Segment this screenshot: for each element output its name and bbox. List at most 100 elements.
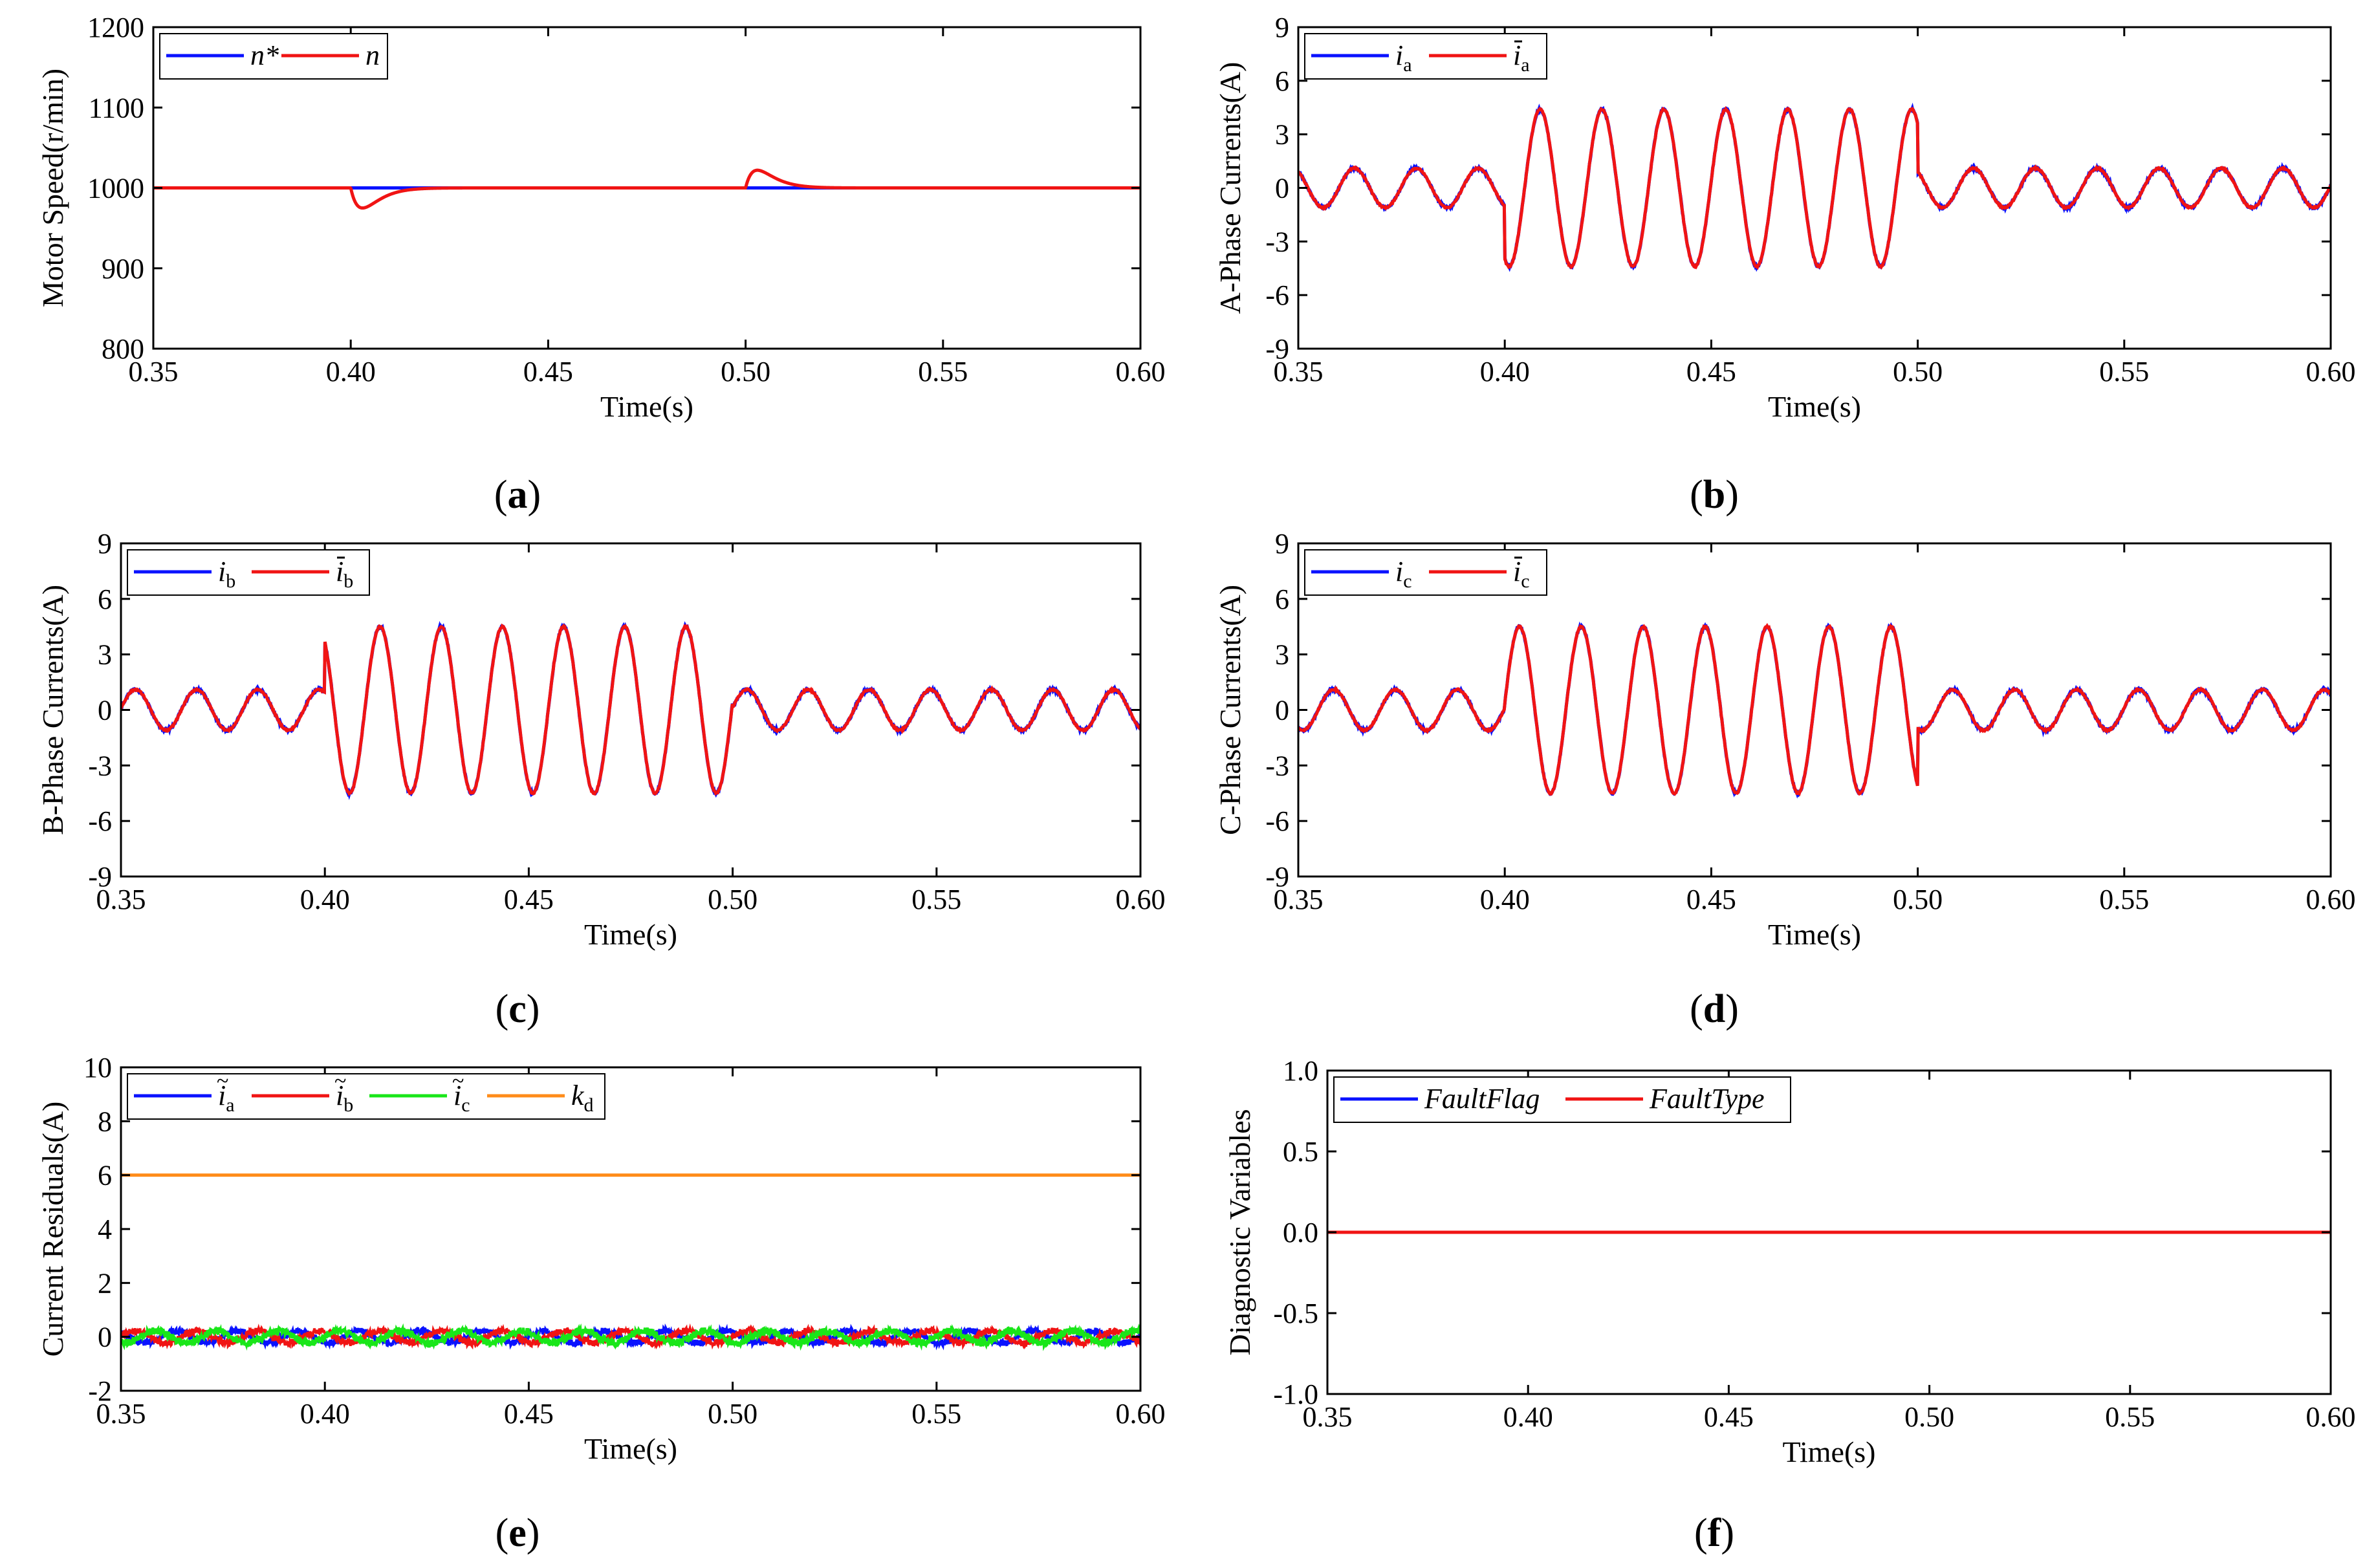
xtick-label-a-1: 0.40: [326, 356, 376, 387]
ytick-label-f-1: -0.5: [1273, 1298, 1318, 1329]
legend-b: ia ia: [1304, 33, 1547, 80]
legend-tilde-mark-e-1: ~: [334, 1069, 346, 1093]
ytick-label-b-4: 3: [1275, 119, 1289, 151]
caption-a: (a): [494, 473, 541, 517]
xtick-label-c-1: 0.40: [300, 884, 350, 915]
xtick-label-e-4: 0.55: [911, 1398, 961, 1430]
xtick-label-d-1: 0.40: [1480, 884, 1530, 915]
xlabel-b: Time(s): [1768, 390, 1861, 423]
xtick-label-b-1: 0.40: [1480, 356, 1530, 387]
ytick-label-f-4: 1.0: [1283, 1055, 1318, 1087]
ylabel-e: Current Residuals(A): [36, 1102, 69, 1357]
xtick-label-e-3: 0.50: [708, 1398, 757, 1430]
ytick-label-e-4: 6: [98, 1160, 112, 1192]
xtick-label-b-4: 0.55: [2099, 356, 2149, 387]
caption-d: (d): [1690, 987, 1739, 1031]
legend-label-e-0: ia: [218, 1080, 235, 1116]
caption-b: (b): [1690, 473, 1739, 517]
legend-label-d-0: ic: [1395, 556, 1412, 592]
ytick-label-c-2: -3: [88, 750, 112, 781]
ytick-label-d-4: 3: [1275, 639, 1289, 671]
ytick-label-e-2: 2: [98, 1267, 112, 1299]
series-group-e: [121, 1173, 1140, 1351]
xtick-label-a-3: 0.50: [721, 356, 770, 387]
ytick-label-d-3: 0: [1275, 695, 1289, 726]
ytick-label-b-1: -6: [1265, 279, 1289, 311]
ytick-label-b-6: 9: [1275, 12, 1289, 43]
ytick-label-c-3: 0: [98, 695, 112, 726]
series-group-a: [153, 168, 1140, 210]
ytick-label-c-6: 9: [98, 528, 112, 560]
legend-label-b-0: ia: [1395, 39, 1412, 76]
xtick-label-d-2: 0.45: [1686, 884, 1736, 915]
ytick-label-a-4: 1200: [87, 12, 144, 43]
ylabel-c: B-Phase Currents(A): [36, 585, 69, 835]
legend-d: ic ic: [1304, 549, 1547, 596]
ytick-label-f-3: 0.5: [1283, 1136, 1318, 1168]
ylabel-b: A-Phase Currents(A): [1214, 62, 1247, 314]
ytick-label-a-0: 800: [102, 333, 144, 365]
legend-f: FaultFlag FaultType: [1333, 1076, 1791, 1123]
series-c-i_b_bar: [121, 623, 1140, 797]
chart-f: 0.35 0.40 0.45 0.50 0.55 0.60 -1.0 -0.5 0.0 0.5 1.…: [1223, 1055, 2356, 1555]
xtick-label-d-5: 0.60: [2306, 884, 2356, 915]
ytick-label-b-0: -9: [1265, 333, 1289, 365]
xtick-label-d-3: 0.50: [1893, 884, 1943, 915]
xtick-label-c-3: 0.50: [708, 884, 757, 915]
ytick-label-a-2: 1000: [87, 173, 144, 204]
xtick-label-c-2: 0.45: [504, 884, 554, 915]
ytick-label-a-3: 1100: [89, 92, 144, 124]
xtick-label-f-4: 0.55: [2105, 1401, 2155, 1433]
series-d-i_c_bar: [1298, 623, 2331, 797]
series-group-c: [121, 620, 1140, 800]
caption-f: (f): [1694, 1511, 1734, 1555]
series-b-i_a_bar: [1298, 105, 2331, 270]
ytick-label-d-0: -9: [1265, 861, 1289, 893]
xtick-label-b-2: 0.45: [1686, 356, 1736, 387]
legend-label-e-2: ic: [453, 1080, 470, 1116]
chart-e: 0.35 0.40 0.45 0.50 0.55 0.60 -2 0 2 4 6 8 10 Time(s)…: [36, 1052, 1166, 1555]
ylabel-f: Diagnostic Variables: [1223, 1109, 1256, 1355]
legend-label-c-1: ib: [336, 556, 353, 592]
legend-label-f-1: FaultType: [1649, 1083, 1765, 1115]
caption-c: (c): [496, 987, 540, 1031]
ytick-label-e-0: -2: [88, 1375, 112, 1407]
xtick-label-a-0: 0.35: [129, 356, 179, 387]
xtick-label-e-5: 0.60: [1116, 1398, 1166, 1430]
legend-label-d-1: ic: [1513, 556, 1530, 592]
xlabel-e: Time(s): [584, 1432, 677, 1465]
xtick-label-e-1: 0.40: [300, 1398, 350, 1430]
xtick-label-f-0: 0.35: [1303, 1401, 1353, 1433]
legend-c: ib ib: [127, 549, 370, 596]
xtick-label-b-0: 0.35: [1274, 356, 1324, 387]
legend-label-a-1: n: [365, 39, 380, 71]
chart-c: 0.35 0.40 0.45 0.50 0.55 0.60 -9 -6 -3 0 3 6 9 Time(s…: [36, 528, 1166, 1031]
caption-e: (e): [496, 1511, 540, 1555]
legend-label-e-3: kd: [571, 1080, 594, 1116]
series-group-d: [1298, 621, 2331, 799]
xtick-label-f-5: 0.60: [2306, 1401, 2356, 1433]
ylabel-a: Motor Speed(r/min): [36, 69, 69, 307]
xtick-label-f-2: 0.45: [1704, 1401, 1754, 1433]
ytick-label-f-0: -1.0: [1273, 1378, 1318, 1410]
legend-label-e-1: ib: [336, 1080, 353, 1116]
xtick-label-a-5: 0.60: [1116, 356, 1166, 387]
ytick-label-d-2: -3: [1265, 750, 1289, 781]
series-e-i_c_tilde: [121, 1323, 1140, 1351]
xtick-label-b-5: 0.60: [2306, 356, 2356, 387]
xtick-label-e-0: 0.35: [96, 1398, 146, 1430]
xtick-label-a-2: 0.45: [523, 356, 573, 387]
ytick-label-c-1: -6: [88, 805, 112, 837]
ylabel-d: C-Phase Currents(A): [1214, 585, 1247, 835]
ytick-label-f-2: 0.0: [1283, 1217, 1318, 1248]
legend-label-b-1: ia: [1513, 39, 1530, 76]
series-a-n: [153, 168, 1140, 210]
ytick-label-d-5: 6: [1275, 583, 1289, 615]
ytick-label-a-1: 900: [102, 253, 144, 285]
ytick-label-c-5: 6: [98, 583, 112, 615]
ytick-label-e-1: 0: [98, 1322, 112, 1353]
xtick-label-d-4: 0.55: [2099, 884, 2149, 915]
ytick-label-b-5: 6: [1275, 65, 1289, 97]
xlabel-a: Time(s): [600, 390, 693, 423]
